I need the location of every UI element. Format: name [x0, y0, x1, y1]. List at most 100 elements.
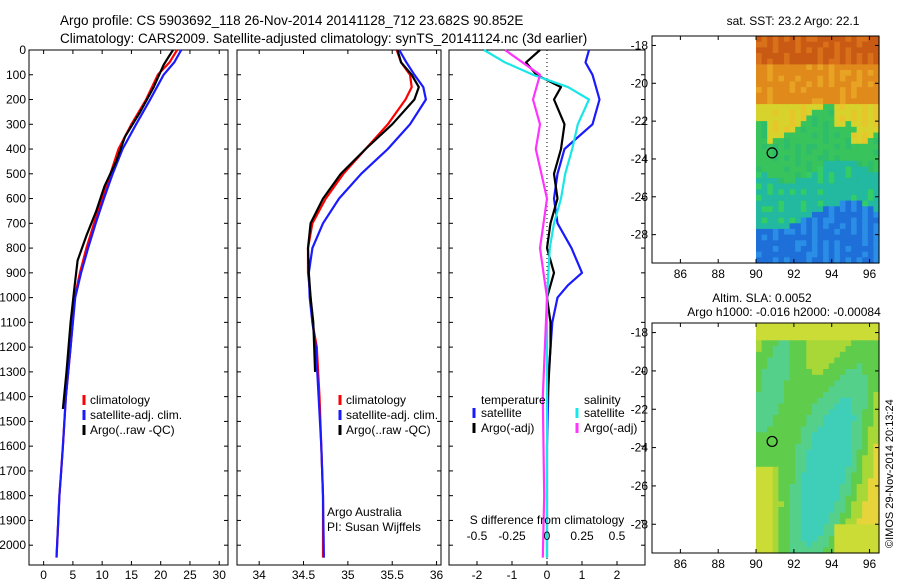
sst-cell [839, 172, 847, 179]
sst-cell [789, 121, 796, 128]
sla-cell [845, 495, 852, 502]
sst-cell [767, 223, 774, 230]
sst-cell [823, 194, 830, 202]
sst-cell [851, 246, 858, 253]
sla-cell [839, 346, 847, 353]
sla-cell [856, 328, 863, 336]
sst-cell [839, 240, 847, 247]
sla-cell [823, 328, 830, 336]
sst-cell [806, 104, 813, 111]
sst-cell [756, 75, 763, 82]
sla-cell [784, 334, 791, 341]
sla-cell [756, 420, 763, 428]
sla-cell [806, 415, 813, 422]
sst-cell [862, 166, 869, 173]
sst-cell [772, 183, 779, 190]
sla-cell [851, 363, 858, 370]
sla-cell [756, 323, 763, 330]
sla-cell [873, 415, 880, 422]
sla-cell [800, 420, 807, 428]
annotation: Argo Australia [327, 505, 402, 519]
sla-cell [873, 512, 880, 520]
sst-cell [795, 149, 802, 156]
sla-cell [772, 478, 779, 485]
sst-cell [834, 160, 841, 168]
sst-cell [806, 166, 813, 173]
sla-cell [789, 501, 796, 508]
sst-cell [828, 75, 835, 82]
sst-cell [789, 155, 796, 162]
sst-cell [767, 109, 774, 117]
sla-cell [862, 334, 869, 341]
sla-cell [772, 484, 779, 491]
sst-cell [856, 183, 863, 190]
sst-cell [761, 217, 768, 224]
sst-cell [778, 217, 785, 224]
sla-cell [811, 374, 819, 382]
sst-cell [834, 166, 841, 173]
sla-cell [756, 351, 763, 359]
sst-cell [839, 206, 847, 213]
sla-cell [828, 409, 835, 416]
sst-cell [845, 183, 852, 190]
sst-cell [862, 87, 869, 94]
sst-cell [811, 81, 819, 88]
sla-cell [778, 438, 785, 445]
sla-cell [828, 363, 835, 370]
sst-cell [784, 223, 791, 230]
sst-cell [756, 81, 763, 88]
sst-cell [784, 92, 791, 100]
sst-cell [789, 58, 796, 65]
sst-x-tick-label: 94 [825, 267, 839, 281]
sst-cell [839, 47, 847, 54]
sla-x-tick-label: 94 [825, 557, 839, 571]
sla-cell [789, 340, 796, 347]
sla-cell [856, 432, 863, 439]
sst-cell [845, 194, 852, 202]
sla-cell [767, 512, 774, 520]
sst-cell [851, 228, 858, 236]
sst-cell [834, 206, 841, 213]
sla-cell [795, 443, 802, 451]
sst-cell [845, 109, 852, 117]
sla-cell [873, 369, 880, 376]
sla-cell [800, 323, 807, 330]
sla-cell [845, 472, 852, 479]
salinity-diff-tick-label: -0.5 [467, 529, 488, 543]
sla-cell [834, 455, 841, 462]
sla-cell [761, 415, 768, 422]
sst-x-tick-label: 86 [674, 267, 688, 281]
sla-cell [784, 369, 791, 376]
sst-cell [800, 228, 807, 236]
sst-cell [811, 246, 819, 253]
sst-cell [823, 251, 830, 258]
sla-cell [767, 346, 774, 353]
sla-cell [761, 518, 768, 525]
sst-cell [823, 81, 830, 88]
sst-y-tick-label: -24 [631, 152, 649, 166]
sla-cell [772, 420, 779, 428]
sst-map-title: sat. SST: 23.2 Argo: 22.1 [727, 14, 860, 28]
sla-cell [800, 374, 807, 382]
sst-cell [845, 41, 852, 48]
sst-cell [800, 36, 807, 43]
sst-cell [817, 58, 824, 65]
sla-cell [767, 472, 774, 479]
sla-cell [823, 530, 830, 537]
sla-cell [800, 328, 807, 336]
sst-cell [867, 92, 874, 100]
sla-cell [756, 443, 763, 451]
sst-cell [862, 132, 869, 139]
sla-cell [867, 415, 874, 422]
sst-cell [761, 126, 768, 134]
temperature-x-tick-label: 20 [154, 568, 168, 580]
sst-cell [756, 109, 763, 117]
sla-cell [806, 461, 813, 468]
sla-cell [772, 489, 779, 497]
sla-cell [862, 438, 869, 445]
sla-cell [839, 501, 847, 508]
sla-cell [862, 357, 869, 364]
sla-cell [795, 547, 802, 554]
sla-cell [811, 438, 819, 445]
sla-cell [834, 351, 841, 359]
